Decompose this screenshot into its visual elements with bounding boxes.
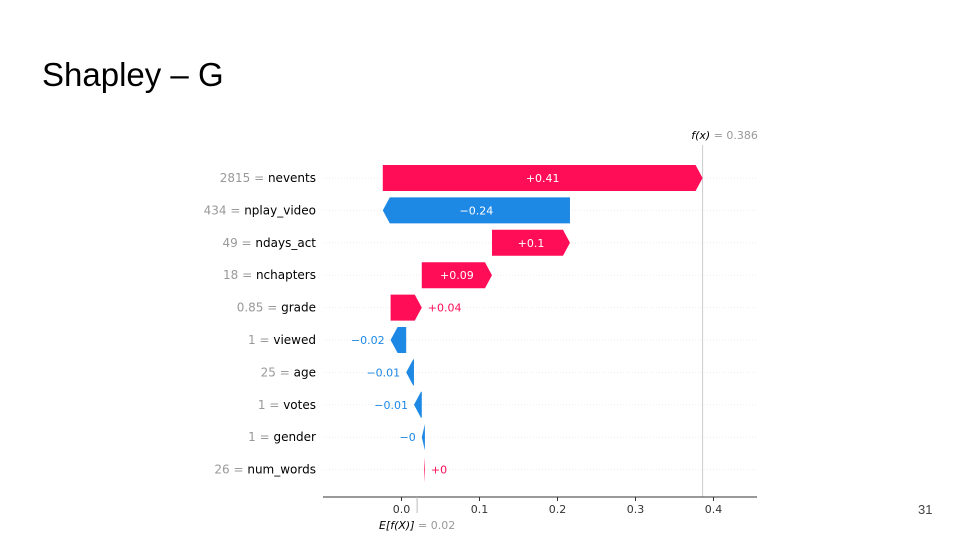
bar-nevents	[382, 165, 703, 191]
feature-label-gender: 1 = gender	[248, 430, 316, 444]
feature-name: age	[294, 365, 316, 379]
x-tick-label: 0.3	[627, 503, 645, 516]
feature-label-age: 25 = age	[261, 365, 316, 379]
bar-ndays_act	[491, 229, 570, 256]
feature-equals: =	[263, 301, 281, 315]
bar-label-viewed: −0.02	[351, 334, 385, 347]
feature-value: 1	[258, 398, 266, 412]
feature-name: nplay_video	[244, 203, 316, 217]
x-tick-label: 0.0	[393, 503, 411, 516]
feature-value: 2815	[220, 171, 251, 185]
feature-equals: =	[256, 430, 274, 444]
bar-nplay_video	[382, 197, 570, 224]
bar-nchapters	[421, 262, 492, 289]
feature-label-grade: 0.85 = grade	[237, 301, 316, 315]
bar-num_words	[424, 456, 425, 483]
feature-equals: =	[230, 463, 248, 477]
slide-title: Shapley – G	[42, 56, 224, 93]
feature-value: 0.85	[237, 301, 264, 315]
feature-name: viewed	[273, 333, 316, 347]
feature-value: 25	[261, 365, 276, 379]
feature-value: 26	[214, 463, 229, 477]
feature-equals: =	[238, 268, 256, 282]
feature-label-nevents: 2815 = nevents	[220, 171, 316, 185]
feature-label-nchapters: 18 = nchapters	[223, 268, 316, 282]
feature-value: 1	[248, 333, 256, 347]
feature-value: 49	[222, 236, 237, 250]
base-value-label: E[f(X)] = 0.02	[379, 519, 455, 532]
feature-name: ndays_act	[255, 236, 316, 250]
feature-name: votes	[283, 398, 316, 412]
feature-name: grade	[281, 301, 316, 315]
bar-label-grade: +0.04	[428, 302, 462, 315]
bar-label-nevents: +0.41	[526, 172, 560, 185]
feature-value: 434	[204, 203, 227, 217]
feature-label-viewed: 1 = viewed	[248, 333, 316, 347]
bar-grade	[390, 294, 422, 321]
feature-label-votes: 1 = votes	[258, 398, 316, 412]
bar-label-nchapters: +0.09	[440, 269, 474, 282]
x-tick-label: 0.4	[705, 503, 723, 516]
bar-label-votes: −0.01	[374, 399, 408, 412]
feature-name: nevents	[268, 171, 316, 185]
feature-equals: =	[227, 203, 245, 217]
feature-equals: =	[256, 333, 274, 347]
bar-label-ndays_act: +0.1	[518, 237, 545, 250]
bar-label-nplay_video: −0.24	[460, 204, 494, 217]
feature-equals: =	[250, 171, 268, 185]
base-value-prefix: E[f(X)]	[379, 519, 415, 532]
feature-label-ndays_act: 49 = ndays_act	[222, 236, 316, 250]
feature-name: num_words	[247, 463, 316, 477]
feature-label-num_words: 26 = num_words	[214, 463, 316, 477]
feature-equals: =	[276, 365, 294, 379]
x-tick-label: 0.2	[549, 503, 567, 516]
bar-label-age: −0.01	[366, 366, 400, 379]
feature-value: 1	[248, 430, 256, 444]
feature-equals: =	[238, 236, 256, 250]
feature-label-nplay_video: 434 = nplay_video	[204, 203, 316, 217]
feature-name: gender	[273, 430, 316, 444]
feature-equals: =	[266, 398, 284, 412]
output-value-prefix: f(x)	[691, 129, 710, 142]
bar-gender	[421, 424, 425, 451]
bar-viewed	[390, 327, 407, 353]
page-number: 31	[918, 502, 933, 517]
bar-votes	[413, 391, 422, 418]
bar-label-gender: −0	[400, 431, 416, 444]
bar-label-num_words: +0	[431, 464, 447, 477]
feature-value: 18	[223, 268, 238, 282]
base-value-number: = 0.02	[415, 519, 456, 532]
output-value-label: f(x) = 0.386	[691, 129, 758, 142]
output-value-number: = 0.386	[710, 129, 758, 142]
feature-name: nchapters	[256, 268, 316, 282]
x-tick-label: 0.1	[471, 503, 489, 516]
bar-age	[406, 359, 414, 386]
